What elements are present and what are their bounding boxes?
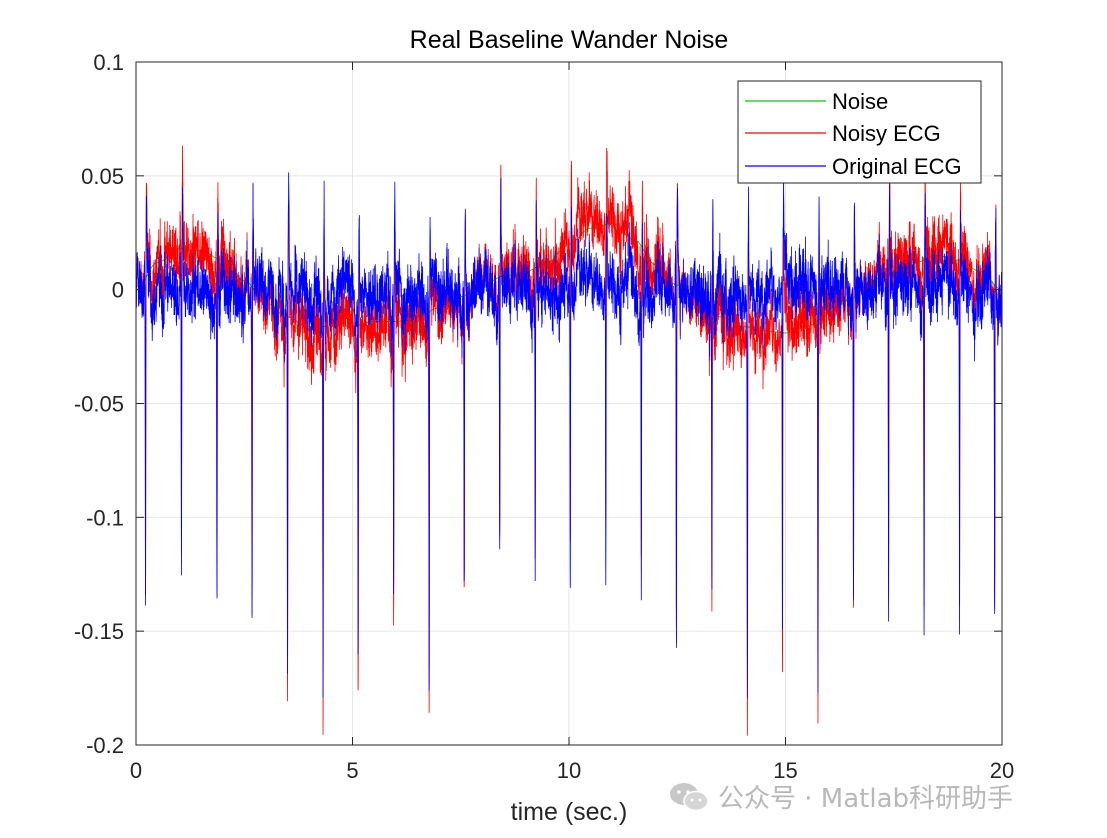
watermark: 公众号 · Matlab科研助手	[668, 778, 1013, 815]
watermark-text: 公众号 · Matlab科研助手	[718, 784, 1014, 814]
x-tick-label: 10	[557, 758, 581, 783]
y-tick-labels: 0.1 0.05 0 -0.05 -0.1 -0.15 -0.2	[74, 50, 124, 758]
x-tick-label: 15	[773, 758, 797, 783]
x-tick-label: 5	[346, 758, 358, 783]
wechat-icon	[670, 782, 709, 811]
legend: Noise Noisy ECG Original ECG	[737, 80, 982, 184]
y-tick-label: -0.05	[74, 392, 124, 417]
series-line-original-ecg	[136, 160, 1002, 699]
axis-ticks	[135, 61, 1003, 746]
y-tick-label: -0.1	[86, 505, 124, 530]
legend-label-original-ecg: Original ECG	[832, 154, 962, 179]
x-tick-labels: 0 5 10 15 20	[130, 758, 1014, 783]
y-tick-label: 0.1	[93, 50, 124, 75]
x-tick-label: 0	[130, 758, 142, 783]
legend-label-noisy-ecg: Noisy ECG	[832, 121, 941, 146]
series-layer	[136, 145, 1002, 736]
y-tick-label: -0.2	[86, 733, 124, 758]
y-tick-label: 0.05	[81, 164, 124, 189]
y-tick-label: 0	[112, 278, 124, 303]
chart-title: Real Baseline Wander Noise	[410, 26, 729, 54]
x-tick-label: 20	[990, 758, 1014, 783]
legend-label-noise: Noise	[832, 89, 888, 114]
x-axis-label: time (sec.)	[511, 798, 628, 826]
y-tick-label: -0.15	[74, 619, 124, 644]
